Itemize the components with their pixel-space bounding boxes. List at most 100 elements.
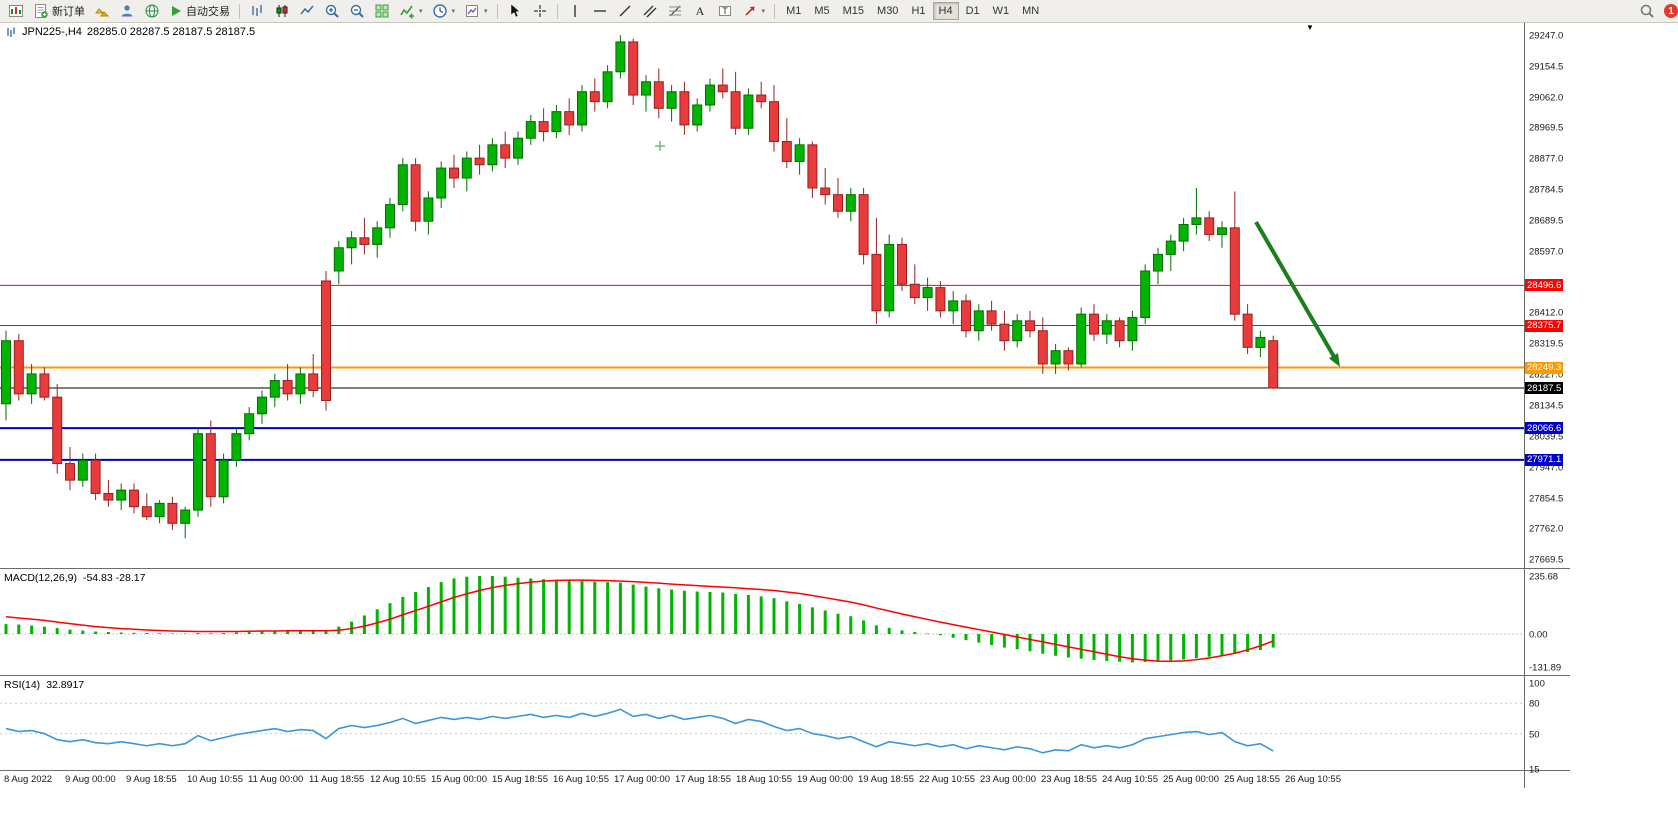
- candle: [1025, 320, 1035, 332]
- candle: [103, 492, 114, 501]
- timeframe-mn-button[interactable]: MN: [1016, 2, 1045, 20]
- accounts-button[interactable]: [115, 2, 139, 21]
- channel-icon: [642, 3, 658, 19]
- candle: [961, 300, 971, 332]
- rsi-axis-tick: 15: [1529, 764, 1540, 776]
- candle: [449, 167, 459, 179]
- candle: [858, 194, 869, 255]
- auto-trading-button[interactable]: 自动交易: [165, 2, 234, 21]
- time-axis-label: 8 Aug 2022: [4, 774, 53, 785]
- candle: [359, 237, 370, 245]
- price-level-badge: 28496.6: [1525, 279, 1564, 292]
- toolbar: 新订单 自动交易 ▾ ▾ ▾ A T ▾ M1 M5 M15 M30 H1 H4…: [0, 0, 1678, 23]
- candle: [705, 84, 715, 106]
- time-axis-label: 17 Aug 18:55: [675, 774, 731, 785]
- channel-button[interactable]: [638, 2, 662, 21]
- indicators-button[interactable]: ▾: [395, 2, 427, 21]
- price-axis-tick: 29154.5: [1529, 61, 1564, 73]
- rsi-pane[interactable]: RSI(14) 32.8917 100 80 50 15: [0, 675, 1570, 776]
- candle: [769, 101, 779, 143]
- time-axis-label: 26 Aug 10:55: [1285, 774, 1341, 785]
- search-button[interactable]: [1635, 2, 1659, 21]
- candle: [756, 94, 767, 103]
- candle: [116, 489, 127, 501]
- macd-pane[interactable]: MACD(12,26,9) -54.83 -28.17 235.68 0.00 -1…: [0, 568, 1570, 676]
- price-axis-tick: 28784.5: [1529, 184, 1564, 196]
- candle: [346, 237, 357, 249]
- time-axis-label: 9 Aug 18:55: [126, 774, 177, 785]
- candle: [321, 280, 331, 401]
- horizontal-line-button[interactable]: [588, 2, 612, 21]
- timeframe-h1-button[interactable]: H1: [905, 2, 931, 20]
- candle: [167, 502, 178, 524]
- templates-button[interactable]: ▾: [460, 2, 492, 21]
- time-axis-label: 15 Aug 18:55: [492, 774, 548, 785]
- candle: [77, 459, 88, 481]
- candle: [461, 157, 472, 179]
- macd-chart[interactable]: [0, 569, 1524, 675]
- candle: [935, 287, 946, 312]
- text-button[interactable]: A: [688, 2, 712, 21]
- chart-ohlc-values: 28285.0 28287.5 28187.5 28187.5: [86, 26, 256, 38]
- trendline-button[interactable]: [613, 2, 637, 21]
- candle: [525, 121, 536, 139]
- chevron-down-icon: ▾: [761, 8, 766, 15]
- time-axis-label: 11 Aug 18:55: [309, 774, 365, 785]
- rsi-chart[interactable]: [0, 676, 1524, 770]
- notification-badge[interactable]: 1: [1664, 4, 1678, 18]
- periods-button[interactable]: ▾: [428, 2, 460, 21]
- line-chart-button[interactable]: [295, 2, 319, 21]
- candle: [180, 509, 191, 524]
- zoom-in-button[interactable]: [320, 2, 344, 21]
- time-axis[interactable]: 8 Aug 2022 9 Aug 00:00 9 Aug 18:55 10 Aug 1…: [0, 770, 1570, 789]
- timeframe-m15-button[interactable]: M15: [837, 2, 870, 20]
- text-label-button[interactable]: T: [713, 2, 737, 21]
- candle: [948, 300, 959, 312]
- candlestick-chart-button[interactable]: [270, 2, 294, 21]
- candle: [717, 84, 728, 93]
- price-axis-tick: 27762.0: [1529, 523, 1564, 535]
- candle: [154, 502, 165, 518]
- chevron-down-icon: ▾: [419, 8, 423, 15]
- timeframe-w1-button[interactable]: W1: [987, 2, 1016, 20]
- time-axis-label: 22 Aug 10:55: [919, 774, 975, 785]
- timeframe-h4-button[interactable]: H4: [932, 2, 959, 20]
- zoom-out-button[interactable]: [345, 2, 369, 21]
- candle: [1063, 350, 1074, 365]
- vertical-line-button[interactable]: [563, 2, 587, 21]
- new-order-button[interactable]: 新订单: [29, 2, 89, 21]
- main-chart-pane[interactable]: JPN225-,H4 28285.0 28287.5 28187.5 28187…: [0, 22, 1570, 568]
- rsi-line: [5, 708, 1274, 754]
- bar-chart-button[interactable]: [245, 2, 269, 21]
- tile-windows-button[interactable]: [370, 2, 394, 21]
- community-button[interactable]: [140, 2, 164, 21]
- zoom-out-icon: [349, 3, 365, 19]
- candle: [602, 71, 613, 103]
- candle: [794, 144, 805, 162]
- candle: [218, 459, 229, 498]
- arrows-button[interactable]: ▾: [738, 2, 770, 21]
- price-level-badge: 28375.7: [1525, 319, 1564, 332]
- price-axis-tick: 28877.0: [1529, 153, 1564, 165]
- toolbar-separator: [556, 3, 558, 19]
- timeframe-m30-button[interactable]: M30: [871, 2, 904, 20]
- gold-button[interactable]: [90, 2, 114, 21]
- candle: [1229, 227, 1240, 315]
- crosshair-button[interactable]: [528, 2, 552, 21]
- user-icon: [119, 3, 135, 19]
- candlestick-chart[interactable]: [0, 22, 1524, 568]
- candle: [730, 91, 741, 129]
- fibonacci-icon: [667, 3, 683, 19]
- time-axis-label: 25 Aug 00:00: [1163, 774, 1219, 785]
- time-axis-label: 19 Aug 18:55: [858, 774, 914, 785]
- timeframe-d1-button[interactable]: D1: [960, 2, 986, 20]
- timeframe-m5-button[interactable]: M5: [808, 2, 835, 20]
- new-chart-button[interactable]: [4, 2, 28, 21]
- chart-top-marker-icon[interactable]: ▼: [1306, 23, 1314, 32]
- candle: [13, 340, 24, 395]
- search-icon: [1639, 3, 1655, 19]
- fibonacci-button[interactable]: [663, 2, 687, 21]
- timeframe-m1-button[interactable]: M1: [780, 2, 807, 20]
- cursor-button[interactable]: [503, 2, 527, 21]
